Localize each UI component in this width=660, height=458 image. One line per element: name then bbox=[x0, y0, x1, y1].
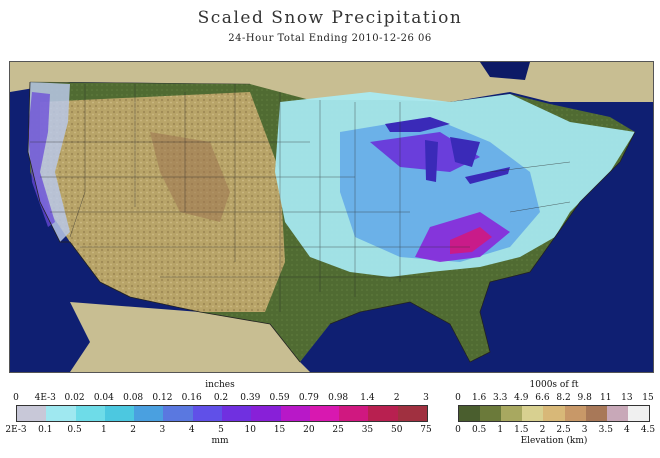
elev-bottom-tick: 1 bbox=[497, 425, 504, 435]
elev-top-tick: 15 bbox=[642, 393, 654, 403]
precipitation-legend: inches 0 4E-3 0.02 0.04 0.08 0.12 0.16 0.2 0.39 0… bbox=[0, 378, 440, 448]
elev-colorbar bbox=[458, 405, 650, 422]
elev-top-tick: 4.9 bbox=[514, 393, 529, 403]
precip-top-tick: 3 bbox=[423, 393, 429, 403]
precip-top-tick: 2 bbox=[393, 393, 400, 403]
snow-precipitation-map bbox=[9, 61, 654, 373]
elev-bottom-tick: 4.5 bbox=[640, 425, 656, 435]
lake-michigan bbox=[425, 140, 438, 182]
precip-swatch bbox=[280, 406, 310, 421]
precip-top-tick: 4E-3 bbox=[34, 393, 56, 403]
precip-top-tick: 0.02 bbox=[64, 393, 85, 403]
page-subtitle: 24-Hour Total Ending 2010-12-26 06 bbox=[228, 33, 432, 44]
elev-swatch bbox=[501, 406, 523, 421]
precip-top-tick: 0.04 bbox=[93, 393, 114, 403]
elev-swatch bbox=[564, 406, 586, 421]
precip-swatch bbox=[309, 406, 340, 421]
elev-swatch bbox=[585, 406, 607, 421]
precip-bottom-tick: 4 bbox=[188, 425, 195, 435]
precip-top-tick: 0.59 bbox=[269, 393, 290, 403]
precip-swatch bbox=[192, 406, 222, 421]
precip-bottom-tick: 50 bbox=[390, 425, 403, 435]
elev-bottom-tick: 3.5 bbox=[598, 425, 613, 435]
precip-bottom-tick: 0.1 bbox=[38, 425, 53, 435]
elev-bottom-tick: 2.5 bbox=[556, 425, 571, 435]
precip-swatch bbox=[339, 406, 369, 421]
elev-bottom-tick: 2 bbox=[539, 425, 546, 435]
page-title: Scaled Snow Precipitation bbox=[197, 8, 463, 28]
elev-top-tick: 11 bbox=[600, 393, 612, 403]
elev-legend-top-unit: 1000s of ft bbox=[529, 380, 579, 390]
elev-bottom-tick: 3 bbox=[581, 425, 588, 435]
precip-bottom-tick: 25 bbox=[332, 425, 344, 435]
precip-bottom-tick: 0.5 bbox=[67, 425, 82, 435]
precip-legend-top-unit: inches bbox=[205, 380, 235, 390]
elev-bottom-tick: 1.5 bbox=[514, 425, 529, 435]
precip-bottom-tick: 2E-3 bbox=[5, 425, 27, 435]
precip-top-tick: 1.4 bbox=[360, 393, 375, 403]
precip-swatch bbox=[46, 406, 76, 421]
precip-colorbar bbox=[16, 405, 428, 422]
precip-bottom-tick: 5 bbox=[218, 425, 224, 435]
elev-top-tick: 13 bbox=[621, 393, 633, 403]
elev-top-tick: 0 bbox=[455, 393, 461, 403]
precip-swatch bbox=[397, 406, 427, 421]
precip-top-tick: 0.79 bbox=[298, 393, 319, 403]
elev-legend-bottom-unit: Elevation (km) bbox=[520, 436, 588, 446]
elev-bottom-tick: 4 bbox=[624, 425, 630, 435]
precip-legend-bottom-unit: mm bbox=[211, 436, 229, 446]
western-highlands bbox=[40, 92, 285, 312]
elev-top-tick: 9.8 bbox=[577, 393, 592, 403]
hudson-bay-water bbox=[480, 62, 530, 80]
precip-top-tick: 0.39 bbox=[240, 393, 261, 403]
precip-bottom-tick: 10 bbox=[244, 425, 257, 435]
elev-swatch bbox=[627, 406, 649, 421]
elev-top-tick: 6.6 bbox=[535, 393, 550, 403]
precip-top-tick: 0.16 bbox=[181, 393, 202, 403]
precip-bottom-tick: 15 bbox=[273, 425, 286, 435]
elev-bottom-tick: 0 bbox=[455, 425, 461, 435]
elev-top-tick: 1.6 bbox=[471, 393, 487, 403]
precip-top-tick: 0.2 bbox=[213, 393, 229, 403]
precip-bottom-tick: 3 bbox=[159, 425, 166, 435]
elev-swatch bbox=[480, 406, 502, 421]
elev-swatch bbox=[543, 406, 565, 421]
precip-bottom-tick: 20 bbox=[303, 425, 315, 435]
precip-swatch bbox=[104, 406, 135, 421]
map-canvas bbox=[10, 62, 653, 372]
precip-bottom-tick: 35 bbox=[361, 425, 374, 435]
precip-swatch bbox=[75, 406, 105, 421]
precip-swatch bbox=[368, 406, 398, 421]
precip-swatch bbox=[17, 406, 47, 421]
elev-top-tick: 3.3 bbox=[493, 393, 508, 403]
mexico-region bbox=[70, 302, 310, 372]
us-coastline bbox=[27, 81, 636, 363]
lake-superior bbox=[385, 117, 450, 132]
precip-top-tick: 0.08 bbox=[123, 393, 144, 403]
elev-top-tick: 8.2 bbox=[556, 393, 571, 403]
elev-bottom-tick: 0.5 bbox=[471, 425, 487, 435]
elev-swatch bbox=[459, 406, 481, 421]
precip-swatch bbox=[134, 406, 164, 421]
precip-bottom-tick: 2 bbox=[130, 425, 137, 435]
lake-erie bbox=[465, 167, 510, 184]
precip-top-tick: 0 bbox=[13, 393, 19, 403]
sierra-heavy-snow bbox=[28, 92, 55, 227]
precip-swatch bbox=[221, 406, 252, 421]
lake-huron bbox=[450, 137, 480, 167]
precip-bottom-tick: 1 bbox=[100, 425, 107, 435]
elev-swatch bbox=[522, 406, 544, 421]
precip-swatch bbox=[163, 406, 193, 421]
precip-top-tick: 0.12 bbox=[152, 393, 173, 403]
precip-swatch bbox=[251, 406, 281, 421]
elev-swatch bbox=[606, 406, 628, 421]
precip-bottom-tick: 75 bbox=[420, 425, 432, 435]
state-borders bbox=[29, 81, 571, 312]
precip-top-tick: 0.98 bbox=[328, 393, 349, 403]
